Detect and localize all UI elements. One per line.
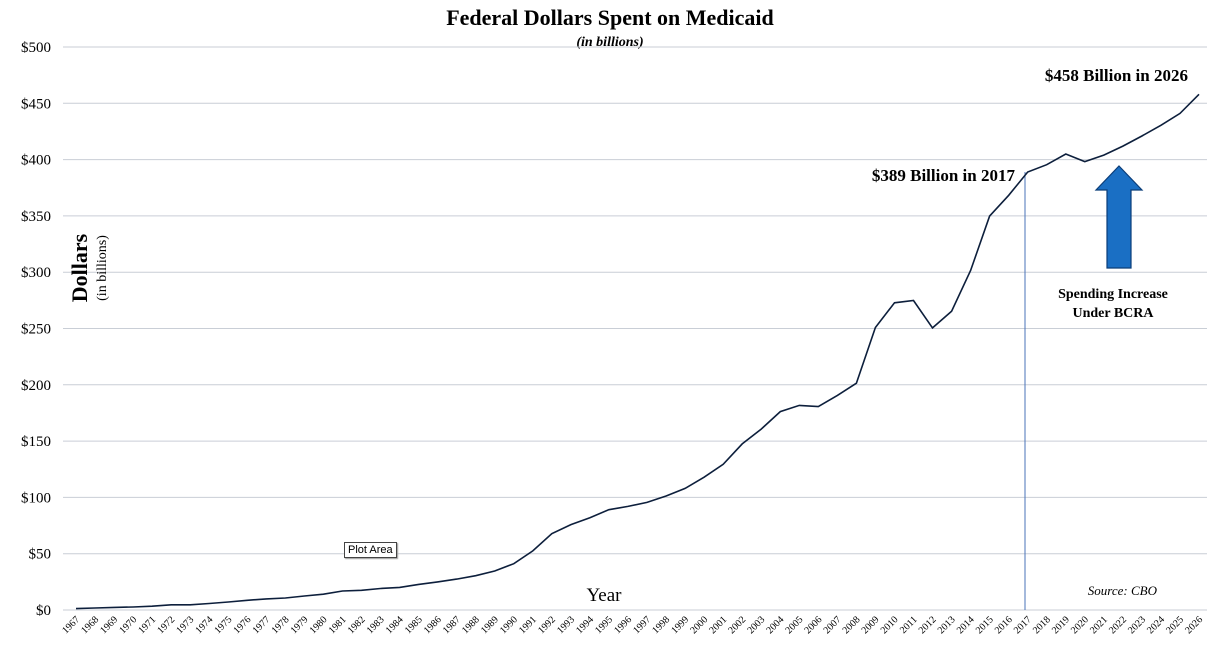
y-axis-label-group: Dollars [67,233,92,302]
x-tick-label: 2012 [917,614,939,636]
annotation-2017-label: $389 Billion in 2017 [872,166,1016,185]
x-tick-label: 2022 [1107,614,1129,636]
spending-increase-arrow-icon [1094,165,1144,269]
x-tick-label: 2016 [993,614,1015,636]
x-tick-label: 2007 [822,614,844,636]
x-tick-label: 1991 [517,614,539,636]
x-tick-label: 1980 [308,614,330,636]
y-tick-label: $350 [21,209,51,225]
x-tick-label: 2006 [803,614,825,636]
x-tick-label: 2025 [1164,614,1186,636]
x-tick-label: 2002 [726,614,748,636]
spending-increase-label-line1: Spending Increase [1058,287,1168,302]
x-tick-label: 2014 [955,614,977,636]
y-tick-label: $50 [29,547,52,563]
y-tick-label: $250 [21,322,51,338]
x-tick-label: 2013 [936,614,958,636]
x-tick-label: 2015 [974,614,996,636]
y-tick-label: $400 [21,153,51,169]
y-tick-label: $150 [21,434,51,450]
x-tick-label: 1983 [365,614,387,636]
x-tick-label: 2000 [688,614,710,636]
x-tick-label: 1996 [612,614,634,636]
y-tick-label: $300 [21,265,51,281]
x-tick-label: 1970 [117,614,139,636]
y-tick-label: $500 [21,40,51,56]
x-tick-label: 2010 [879,614,901,636]
y-axis-ticks: $0 $50 $100 $150 $200 $250 $300 $350 $400 $450 $50… [21,40,51,619]
x-tick-label: 1982 [346,614,368,636]
x-tick-label: 1994 [574,614,596,636]
annotation-2026-label: $458 Billion in 2026 [1045,66,1188,85]
x-tick-label: 2020 [1069,614,1091,636]
chart-title: Federal Dollars Spent on Medicaid [446,5,774,30]
x-tick-label: 2003 [745,614,767,636]
x-tick-label: 1987 [441,614,463,636]
x-tick-label: 1972 [155,614,177,636]
source-note: Source: CBO [1088,583,1158,598]
y-tick-label: $450 [21,96,51,112]
y-axis-sublabel-group: (in billions) [95,235,110,301]
x-tick-label: 2026 [1183,614,1205,636]
x-tick-label: 1998 [650,614,672,636]
y-axis-sublabel: (in billions) [95,235,110,301]
x-tick-label: 1990 [498,614,520,636]
x-tick-label: 1977 [251,614,273,636]
x-tick-label: 1985 [403,614,425,636]
x-tick-label: 1968 [79,614,101,636]
grid-lines [63,46,1207,611]
x-tick-label: 1973 [174,614,196,636]
x-tick-label: 2023 [1126,614,1148,636]
x-tick-label: 1979 [289,614,311,636]
series-layer [75,93,1200,610]
x-tick-label: 1989 [479,614,501,636]
plot-area-tooltip: Plot Area [344,542,397,558]
x-tick-label: 1967 [60,614,82,636]
x-tick-label: 1971 [136,614,158,636]
y-tick-label: $0 [36,603,51,619]
x-tick-label: 1981 [327,614,349,636]
x-tick-label: 2019 [1050,614,1072,636]
x-tick-label: 1984 [384,614,406,636]
x-tick-label: 2018 [1031,614,1053,636]
y-tick-label: $200 [21,378,51,394]
x-tick-label: 1974 [193,614,215,636]
x-tick-label: 1993 [555,614,577,636]
x-tick-label: 1969 [98,614,120,636]
x-tick-label: 2021 [1088,614,1110,636]
x-tick-label: 1975 [212,614,234,636]
x-tick-label: 2001 [707,614,729,636]
x-tick-label: 1978 [270,614,292,636]
x-tick-label: 2009 [860,614,882,636]
x-tick-label: 1995 [593,614,615,636]
y-axis-label: Dollars [67,233,92,302]
x-tick-label: 1992 [536,614,558,636]
chart-subtitle: (in billions) [576,35,643,50]
x-tick-label: 1976 [232,614,254,636]
x-tick-label: 2024 [1145,614,1167,636]
x-tick-label: 2005 [783,614,805,636]
x-tick-label: 2011 [898,614,920,636]
x-tick-label: 2017 [1012,614,1034,636]
x-tick-label: 2008 [841,614,863,636]
medicaid-spending-line [75,93,1200,610]
x-tick-label: 1999 [669,614,691,636]
x-tick-label: 2004 [764,614,786,636]
x-axis-ticks: 1967196819691970197119721973197419751976… [60,614,1205,636]
x-tick-label: 1997 [631,614,653,636]
x-tick-label: 1986 [422,614,444,636]
spending-increase-label-line2: Under BCRA [1072,306,1154,321]
x-tick-label: 1988 [460,614,482,636]
x-axis-label: Year [586,585,622,606]
y-tick-label: $100 [21,490,51,506]
